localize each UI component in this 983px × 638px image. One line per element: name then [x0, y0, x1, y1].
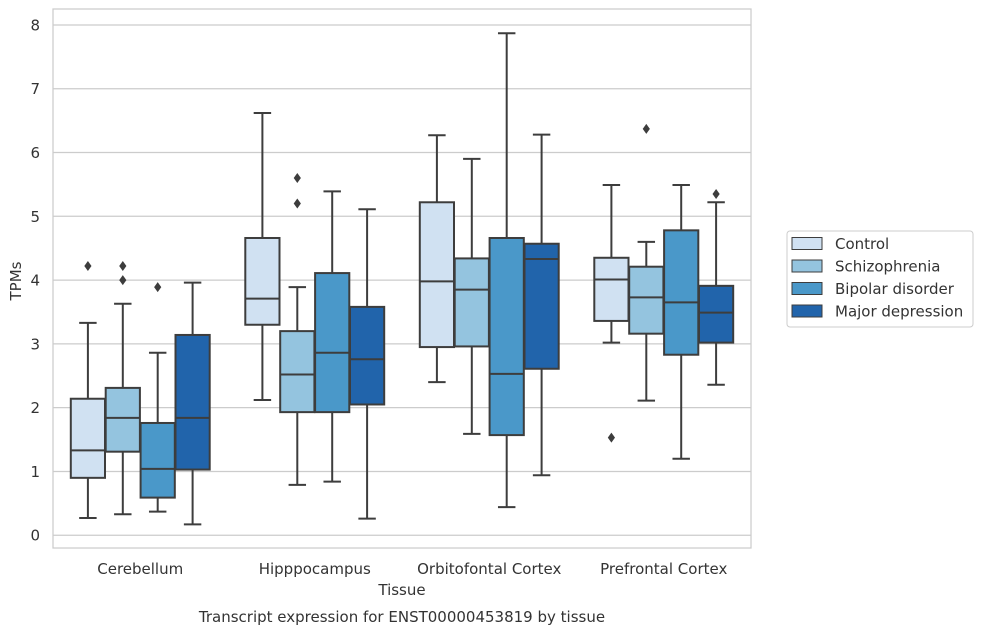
y-tick-label: 0	[30, 527, 40, 545]
outlier-point	[119, 275, 127, 286]
y-tick-label: 3	[30, 335, 40, 353]
box-bipolar-disorder	[663, 184, 700, 460]
iqr-box	[453, 257, 490, 348]
outlier-point	[154, 282, 162, 293]
outlier-point	[293, 198, 301, 209]
iqr-box	[174, 333, 211, 471]
iqr-box	[348, 305, 386, 406]
y-axis-label: TPMs	[7, 261, 25, 301]
box-control	[244, 111, 281, 402]
legend-label: Schizophrenia	[835, 258, 940, 276]
box-control	[69, 261, 107, 520]
iqr-box	[104, 386, 141, 453]
box-schizophrenia	[453, 157, 490, 435]
box-major-depression	[348, 208, 386, 520]
plot-frame	[52, 8, 752, 549]
legend-swatch	[791, 237, 823, 250]
iqr-box	[663, 229, 700, 356]
outlier-point	[712, 188, 720, 199]
box-bipolar-disorder	[314, 190, 351, 483]
y-tick-label: 7	[30, 80, 40, 98]
legend-label: Control	[835, 235, 889, 253]
outlier-point	[607, 432, 615, 443]
iqr-box	[279, 330, 316, 414]
y-tick-label: 2	[30, 399, 40, 417]
box-schizophrenia	[628, 123, 665, 402]
y-tick-label: 5	[30, 208, 40, 226]
x-tick-labels: Cerebellum Hipppocampus Orbitofontal Corte…	[97, 560, 727, 578]
y-tick-label: 8	[30, 16, 40, 34]
box-bipolar-disorder	[488, 32, 525, 509]
legend-frame	[786, 230, 974, 328]
iqr-box	[593, 256, 630, 322]
x-tick-label: Prefrontal Cortex	[600, 560, 727, 578]
x-tick-label: Orbitofontal Cortex	[417, 560, 561, 578]
legend-label: Bipolar disorder	[835, 280, 955, 298]
box-control	[418, 134, 456, 384]
iqr-box	[628, 265, 665, 335]
outlier-point	[84, 261, 92, 272]
iqr-box	[244, 236, 281, 326]
box-major-depression	[523, 133, 560, 477]
y-tick-label: 4	[30, 272, 40, 290]
legend-label: Major depression	[835, 303, 963, 321]
iqr-box	[523, 242, 560, 370]
iqr-box	[69, 397, 107, 479]
outlier-point	[642, 123, 650, 134]
box-bipolar-disorder	[139, 282, 176, 513]
iqr-box	[488, 236, 525, 437]
legend-swatch	[791, 304, 823, 318]
iqr-box	[697, 284, 735, 344]
outlier-point	[293, 173, 301, 184]
box-major-depression	[174, 281, 211, 526]
outlier-point	[119, 261, 127, 272]
iqr-box	[418, 201, 456, 349]
y-tick-label: 1	[30, 463, 40, 481]
legend-swatch	[791, 259, 823, 273]
iqr-box	[314, 272, 351, 414]
box-schizophrenia	[104, 261, 141, 516]
legend: Control Schizophrenia Bipolar disorder Majo…	[786, 230, 974, 328]
iqr-box	[139, 421, 176, 499]
box-major-depression	[697, 188, 735, 386]
box-schizophrenia	[279, 173, 316, 486]
x-tick-label: Cerebellum	[97, 560, 183, 578]
y-tick-label: 6	[30, 144, 40, 162]
legend-swatch	[791, 282, 823, 295]
boxes	[69, 32, 735, 526]
chart-caption: Transcript expression for ENST0000045381…	[198, 608, 605, 626]
x-tick-label: Hipppocampus	[259, 560, 371, 578]
x-axis-label: Tissue	[377, 581, 425, 599]
y-tick-labels: 0 1 2 3 4 5 6 7 8	[30, 16, 40, 544]
box-control	[593, 184, 630, 443]
